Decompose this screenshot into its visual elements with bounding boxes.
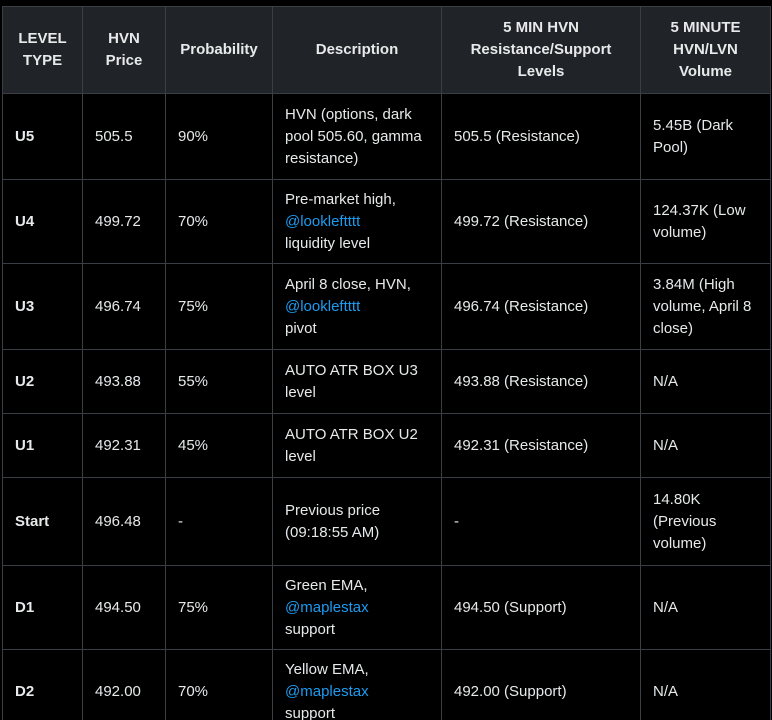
table-row: Start 496.48- Previous price (09:18:55 AM)… xyxy=(2,477,771,566)
cell-level-type: U4 xyxy=(2,179,83,264)
table-row: D2 492.00 70% Yellow EMA, @maplestax support… xyxy=(2,649,771,720)
table-body: U5 505.5 90% HVN (options, dark pool 505.60… xyxy=(2,93,771,720)
table-row: U5 505.5 90% HVN (options, dark pool 505.60… xyxy=(2,93,771,180)
description-suffix: liquidity level xyxy=(285,234,371,252)
description-text: HVN (options, dark pool 505.60, gamma re… xyxy=(285,105,422,167)
table-row: U1 492.31 45% AUTO ATR BOX U2 level 492.31 (… xyxy=(2,413,771,478)
user-mention-link[interactable]: @lookleftttt xyxy=(285,212,361,230)
cell-resistance-support: 492.00 (Support) xyxy=(441,649,641,720)
cell-volume: N/A xyxy=(640,349,771,414)
cell-probability: 70% xyxy=(165,649,273,720)
description-text: AUTO ATR BOX U2 level xyxy=(285,425,418,465)
description-text: AUTO ATR BOX U3 level xyxy=(285,361,418,401)
header-resistance-support-levels: 5 MIN HVN Resistance/Support Levels xyxy=(441,6,641,94)
cell-resistance-support: 499.72 (Resistance) xyxy=(441,179,641,264)
cell-description: Green EMA, @maplestax support xyxy=(272,565,442,650)
cell-hvn-price: 494.50 xyxy=(82,565,166,650)
cell-hvn-price: 505.5 xyxy=(82,93,166,180)
header-hvn-price: HVN Price xyxy=(82,6,166,94)
cell-resistance-support: 493.88 (Resistance) xyxy=(441,349,641,414)
cell-hvn-price: 499.72 xyxy=(82,179,166,264)
cell-resistance-support: - xyxy=(441,477,641,566)
cell-volume: 124.37K (Low volume) xyxy=(640,179,771,264)
description-suffix: pivot xyxy=(285,319,317,337)
cell-description: AUTO ATR BOX U2 level xyxy=(272,413,442,478)
cell-description: Yellow EMA, @maplestax support xyxy=(272,649,442,720)
cell-probability: 90% xyxy=(165,93,273,180)
cell-level-type: D2 xyxy=(2,649,83,720)
cell-hvn-price: 496.48 xyxy=(82,477,166,566)
table-row: D1 494.50 75% Green EMA, @maplestax support 4… xyxy=(2,565,771,650)
cell-volume: 3.84M (High volume, April 8 close) xyxy=(640,263,771,350)
cell-volume: N/A xyxy=(640,565,771,650)
cell-probability: 55% xyxy=(165,349,273,414)
description-suffix: support xyxy=(285,704,336,720)
description-suffix: support xyxy=(285,620,336,638)
description-text: Yellow EMA, xyxy=(285,660,369,678)
cell-hvn-price: 493.88 xyxy=(82,349,166,414)
cell-resistance-support: 494.50 (Support) xyxy=(441,565,641,650)
cell-level-type: D1 xyxy=(2,565,83,650)
header-probability: Probability xyxy=(165,6,273,94)
cell-level-type: U3 xyxy=(2,263,83,350)
header-row: LEVEL TYPE HVN Price Probability Descrip… xyxy=(2,6,771,94)
cell-description: April 8 close, HVN, @lookleftttt pivot xyxy=(272,263,442,350)
cell-level-type: U2 xyxy=(2,349,83,414)
description-text: Pre-market high, xyxy=(285,190,396,208)
table-row: U3 496.74 75% April 8 close, HVN, @lookleftt… xyxy=(2,263,771,350)
cell-hvn-price: 492.00 xyxy=(82,649,166,720)
table-row: U2 493.88 55% AUTO ATR BOX U3 level 493.88 (… xyxy=(2,349,771,414)
header-description: Description xyxy=(272,6,442,94)
header-volume: 5 MINUTE HVN/LVN Volume xyxy=(640,6,771,94)
description-text: Green EMA, xyxy=(285,576,368,594)
hvn-levels-table: LEVEL TYPE HVN Price Probability Descrip… xyxy=(2,6,771,720)
cell-description: Previous price (09:18:55 AM) xyxy=(272,477,442,566)
cell-description: Pre-market high, @lookleftttt liquidity l… xyxy=(272,179,442,264)
cell-probability: 75% xyxy=(165,565,273,650)
cell-resistance-support: 492.31 (Resistance) xyxy=(441,413,641,478)
cell-probability: 45% xyxy=(165,413,273,478)
cell-resistance-support: 505.5 (Resistance) xyxy=(441,93,641,180)
cell-hvn-price: 496.74 xyxy=(82,263,166,350)
cell-level-type: U1 xyxy=(2,413,83,478)
cell-hvn-price: 492.31 xyxy=(82,413,166,478)
cell-volume: 5.45B (Dark Pool) xyxy=(640,93,771,180)
user-mention-link[interactable]: @lookleftttt xyxy=(285,297,361,315)
cell-resistance-support: 496.74 (Resistance) xyxy=(441,263,641,350)
cell-volume: N/A xyxy=(640,649,771,720)
user-mention-link[interactable]: @maplestax xyxy=(285,682,369,700)
cell-description: HVN (options, dark pool 505.60, gamma re… xyxy=(272,93,442,180)
cell-level-type: U5 xyxy=(2,93,83,180)
header-level-type: LEVEL TYPE xyxy=(2,6,83,94)
cell-volume: N/A xyxy=(640,413,771,478)
table-header: LEVEL TYPE HVN Price Probability Descrip… xyxy=(2,6,771,94)
user-mention-link[interactable]: @maplestax xyxy=(285,598,369,616)
cell-probability: 75% xyxy=(165,263,273,350)
table-row: U4 499.72 70% Pre-market high, @lookleftttt … xyxy=(2,179,771,264)
cell-probability: - xyxy=(165,477,273,566)
description-text: April 8 close, HVN, xyxy=(285,275,411,293)
cell-description: AUTO ATR BOX U3 level xyxy=(272,349,442,414)
cell-probability: 70% xyxy=(165,179,273,264)
description-text: Previous price (09:18:55 AM) xyxy=(285,501,381,541)
cell-level-type: Start xyxy=(2,477,83,566)
cell-volume: 14.80K (Previous volume) xyxy=(640,477,771,566)
